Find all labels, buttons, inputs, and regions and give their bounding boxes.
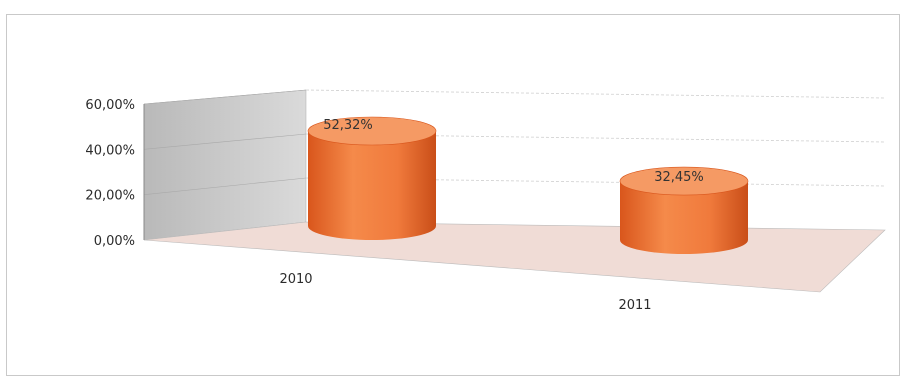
x-tick-label: 2010 — [279, 272, 312, 287]
data-label: 52,32% — [323, 118, 373, 133]
back-wall — [143, 89, 307, 241]
bar-top-2010 — [307, 116, 437, 146]
gridline — [143, 177, 307, 195]
y-tick-label: 40,00% — [85, 143, 135, 158]
bar-top-2011 — [619, 166, 749, 196]
gridline — [143, 89, 307, 105]
y-axis-ticks: 0,00% 20,00% 40,00% 60,00% — [85, 98, 135, 249]
gridline — [143, 133, 307, 150]
bar-2010 — [308, 131, 436, 240]
bar-2011 — [620, 181, 748, 254]
chart-floor — [143, 221, 886, 293]
bars — [307, 116, 749, 254]
gridline — [305, 89, 886, 99]
y-tick-label: 60,00% — [85, 98, 135, 113]
data-label: 32,45% — [654, 170, 704, 185]
x-tick-label: 2011 — [618, 298, 651, 313]
y-tick-label: 0,00% — [94, 234, 135, 249]
y-tick-label: 20,00% — [85, 189, 135, 204]
